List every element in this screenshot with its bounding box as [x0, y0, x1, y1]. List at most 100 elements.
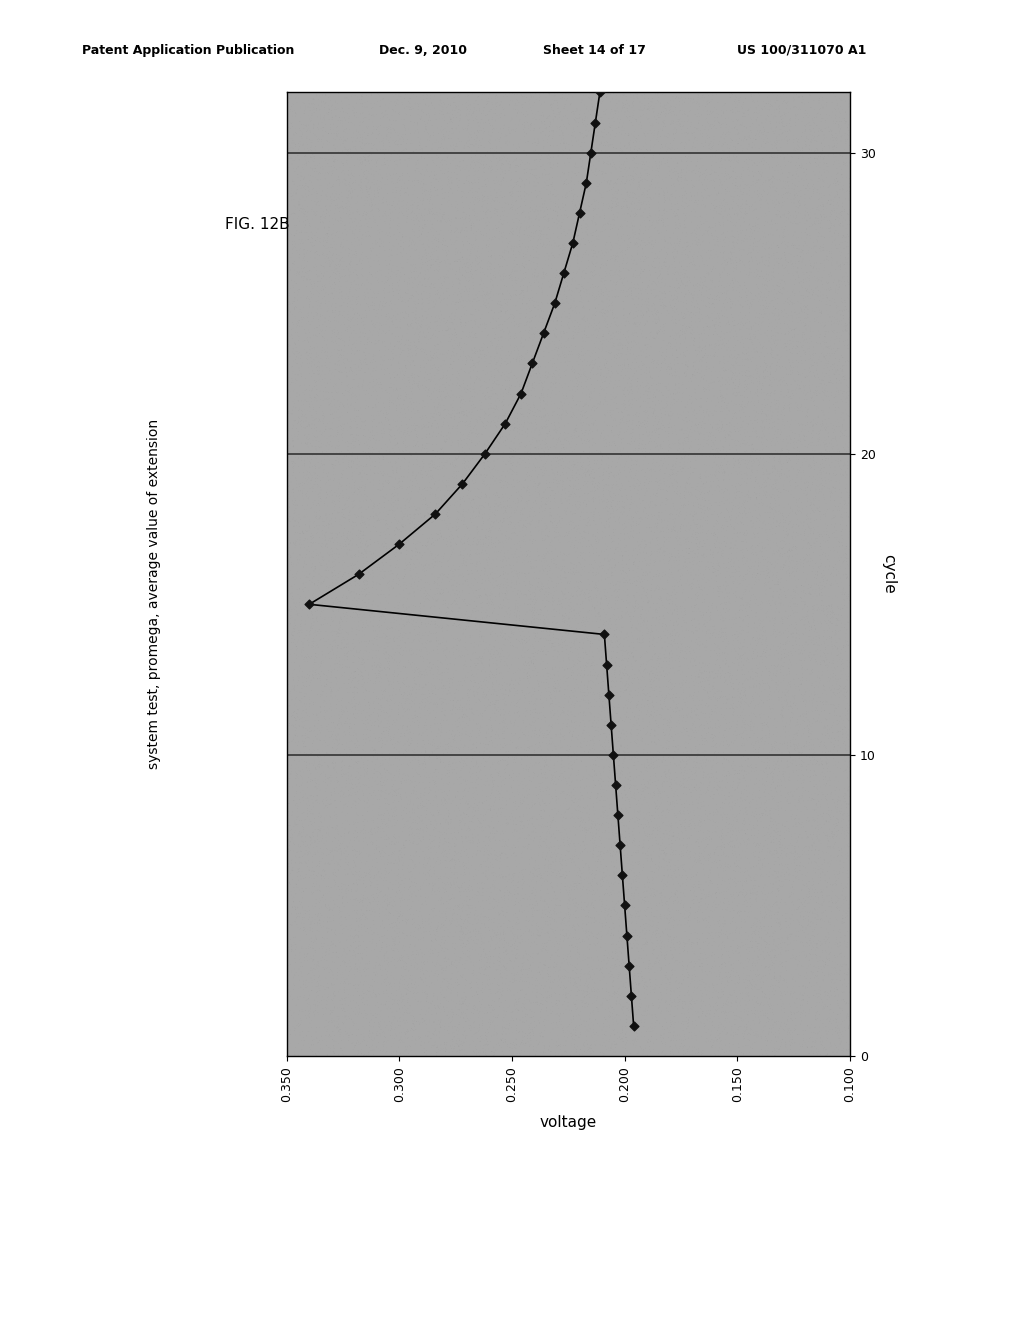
Point	[696, 265, 713, 286]
Point	[627, 430, 643, 451]
Point	[597, 735, 613, 756]
Point	[302, 96, 318, 117]
Point	[498, 949, 514, 970]
Point	[321, 599, 337, 620]
Point	[743, 894, 760, 915]
Point	[406, 141, 422, 162]
Point	[293, 977, 309, 998]
Point	[500, 300, 516, 321]
Point	[499, 799, 515, 820]
Point	[505, 622, 521, 643]
Point	[756, 946, 772, 968]
Point	[531, 220, 548, 242]
Point	[430, 989, 446, 1010]
Point	[319, 281, 336, 302]
Point	[660, 829, 677, 850]
Point	[774, 772, 791, 793]
Point	[279, 997, 295, 1018]
Point	[466, 434, 482, 455]
Point	[479, 277, 496, 298]
Point	[290, 870, 306, 891]
Point	[303, 1040, 319, 1061]
Point	[800, 928, 816, 949]
Point	[519, 774, 536, 795]
Point	[813, 701, 829, 722]
Point	[787, 631, 804, 652]
Point	[316, 784, 333, 805]
Point	[451, 671, 467, 692]
Point	[572, 215, 589, 236]
Point	[698, 368, 715, 389]
Point	[655, 330, 672, 351]
Point	[831, 441, 848, 462]
Point	[759, 714, 775, 735]
Point	[566, 759, 583, 780]
Point	[464, 962, 480, 983]
Point	[322, 866, 338, 887]
Point	[765, 735, 781, 756]
Point	[688, 92, 705, 114]
Point	[410, 282, 426, 304]
Point	[584, 759, 600, 780]
Point	[295, 545, 311, 566]
Point	[601, 181, 617, 202]
Point	[435, 768, 452, 789]
Point	[433, 776, 450, 797]
Point	[392, 950, 409, 972]
Point	[679, 111, 695, 132]
Point	[731, 368, 748, 389]
Point	[539, 403, 555, 424]
Point	[338, 697, 354, 718]
Point	[549, 103, 565, 124]
Point	[580, 271, 596, 292]
Point	[337, 170, 353, 191]
Point	[541, 663, 557, 684]
Point	[497, 186, 513, 207]
Point	[735, 570, 752, 591]
Point	[654, 921, 671, 942]
Point	[425, 511, 441, 532]
Point	[418, 911, 434, 932]
Point	[768, 144, 784, 165]
Point	[350, 523, 367, 544]
Point	[559, 659, 575, 680]
Point	[740, 99, 757, 120]
Point	[833, 721, 849, 742]
Point	[838, 370, 854, 391]
Point	[299, 495, 315, 516]
Point	[537, 891, 553, 912]
Point	[403, 202, 420, 223]
Point	[509, 507, 525, 528]
Point	[306, 521, 323, 543]
Point	[743, 659, 760, 680]
Point	[374, 620, 390, 642]
Point	[806, 256, 822, 277]
Point	[368, 433, 384, 454]
Point	[502, 711, 518, 733]
Point	[483, 350, 500, 371]
Point	[836, 783, 852, 804]
Point	[823, 590, 840, 611]
Point	[357, 213, 374, 234]
Point	[482, 845, 499, 866]
Point	[800, 915, 816, 936]
Point	[324, 513, 340, 535]
Point	[432, 762, 449, 783]
Point	[294, 185, 310, 206]
Point	[449, 96, 465, 117]
Point	[649, 700, 666, 721]
Point	[335, 293, 351, 314]
Point	[554, 982, 570, 1003]
Point	[802, 356, 818, 378]
Point	[314, 360, 331, 381]
Point	[325, 862, 341, 883]
Point	[585, 524, 601, 545]
Point	[404, 805, 421, 826]
Point	[836, 990, 852, 1011]
Point	[458, 705, 474, 726]
Point	[462, 642, 478, 663]
Point	[430, 139, 446, 160]
Point	[586, 115, 602, 136]
Point	[594, 774, 610, 795]
Point	[389, 722, 406, 743]
